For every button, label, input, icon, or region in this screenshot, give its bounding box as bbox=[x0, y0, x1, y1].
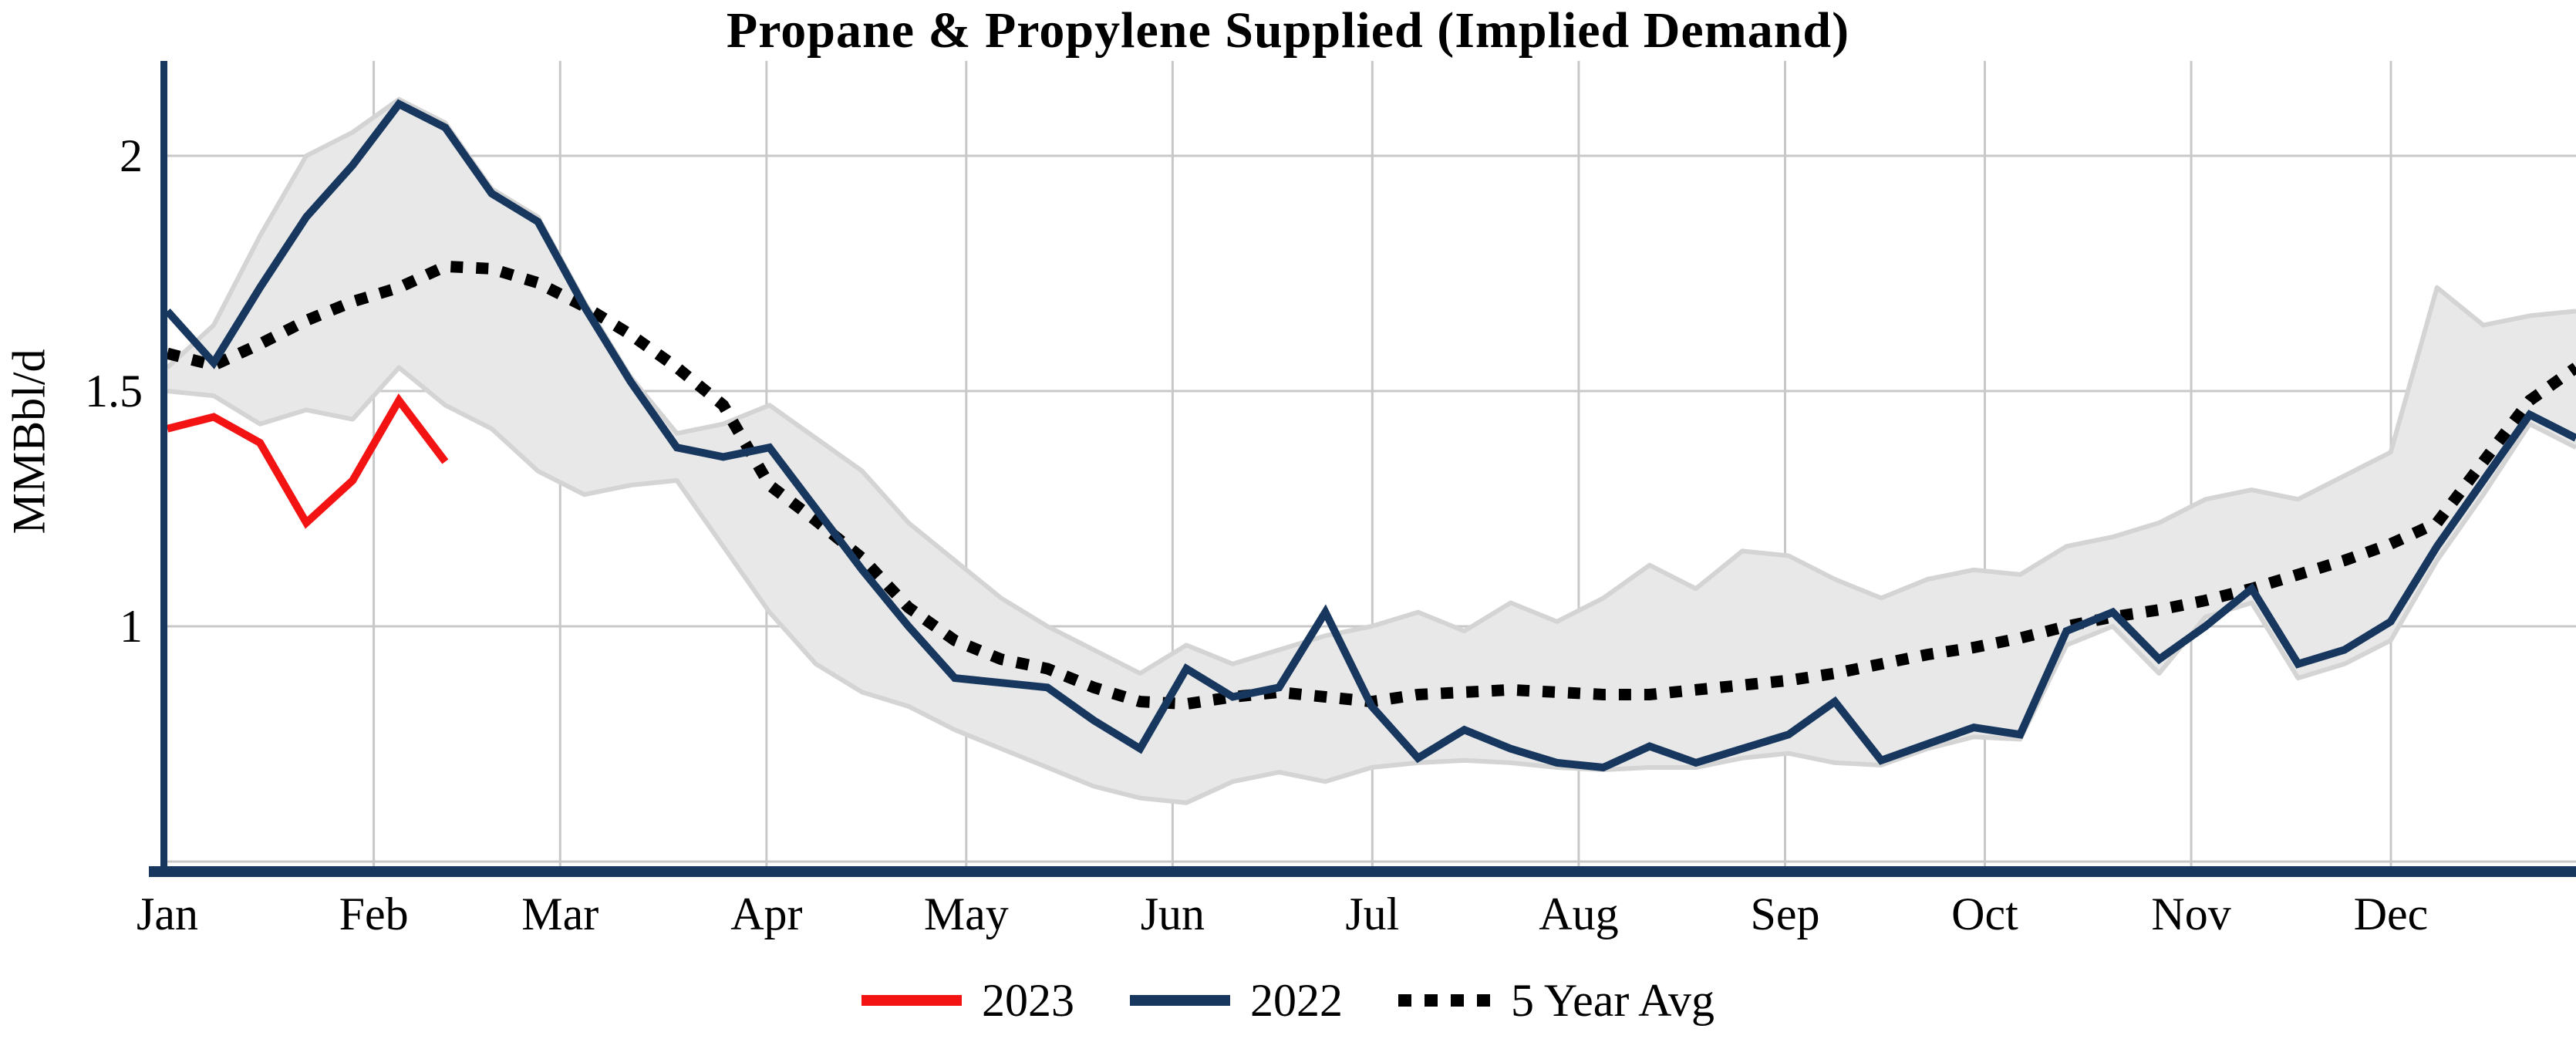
chart-title: Propane & Propylene Supplied (Implied De… bbox=[726, 2, 1850, 59]
x-tick-label: Jun bbox=[1141, 889, 1205, 939]
x-tick-label: Feb bbox=[339, 889, 409, 939]
x-tick-label: Jan bbox=[137, 889, 198, 939]
x-tick-label: Sep bbox=[1751, 889, 1820, 939]
legend-item-5-year-avg: 5 Year Avg bbox=[1398, 977, 1715, 1024]
legend: 2023 2022 5 Year Avg bbox=[0, 966, 2576, 1035]
x-tick-label: Oct bbox=[1951, 889, 2018, 939]
x-tick-label: Aug bbox=[1539, 889, 1618, 939]
y-tick-label: 2 bbox=[120, 130, 143, 181]
x-tick-label: Dec bbox=[2354, 889, 2429, 939]
y-axis-label: MMBbl/d bbox=[3, 349, 55, 535]
x-tick-label: Mar bbox=[521, 889, 598, 939]
legend-label: 2023 bbox=[982, 975, 1075, 1026]
y-axis-line bbox=[160, 61, 167, 871]
five-year-range-band bbox=[167, 99, 2576, 803]
legend-label: 5 Year Avg bbox=[1511, 975, 1715, 1026]
x-tick-label: Nov bbox=[2151, 889, 2230, 939]
five-year-range-bottom-edge bbox=[167, 365, 2576, 805]
legend-item-2022: 2022 bbox=[1130, 977, 1343, 1024]
x-axis-line bbox=[149, 866, 2576, 877]
x-tick-label: Apr bbox=[730, 889, 802, 939]
legend-label: 2022 bbox=[1250, 975, 1344, 1026]
legend-swatch bbox=[1398, 994, 1492, 1007]
legend-swatch bbox=[861, 995, 963, 1006]
legend-item-2023: 2023 bbox=[861, 977, 1074, 1024]
x-tick-label: Jul bbox=[1345, 889, 1399, 939]
line-2022 bbox=[164, 99, 2576, 772]
legend-swatch bbox=[1130, 995, 1231, 1006]
x-tick-label: May bbox=[924, 889, 1009, 939]
line-2023 bbox=[166, 393, 449, 529]
y-tick-label: 1.5 bbox=[85, 366, 143, 417]
y-tick-label: 1 bbox=[120, 601, 143, 652]
